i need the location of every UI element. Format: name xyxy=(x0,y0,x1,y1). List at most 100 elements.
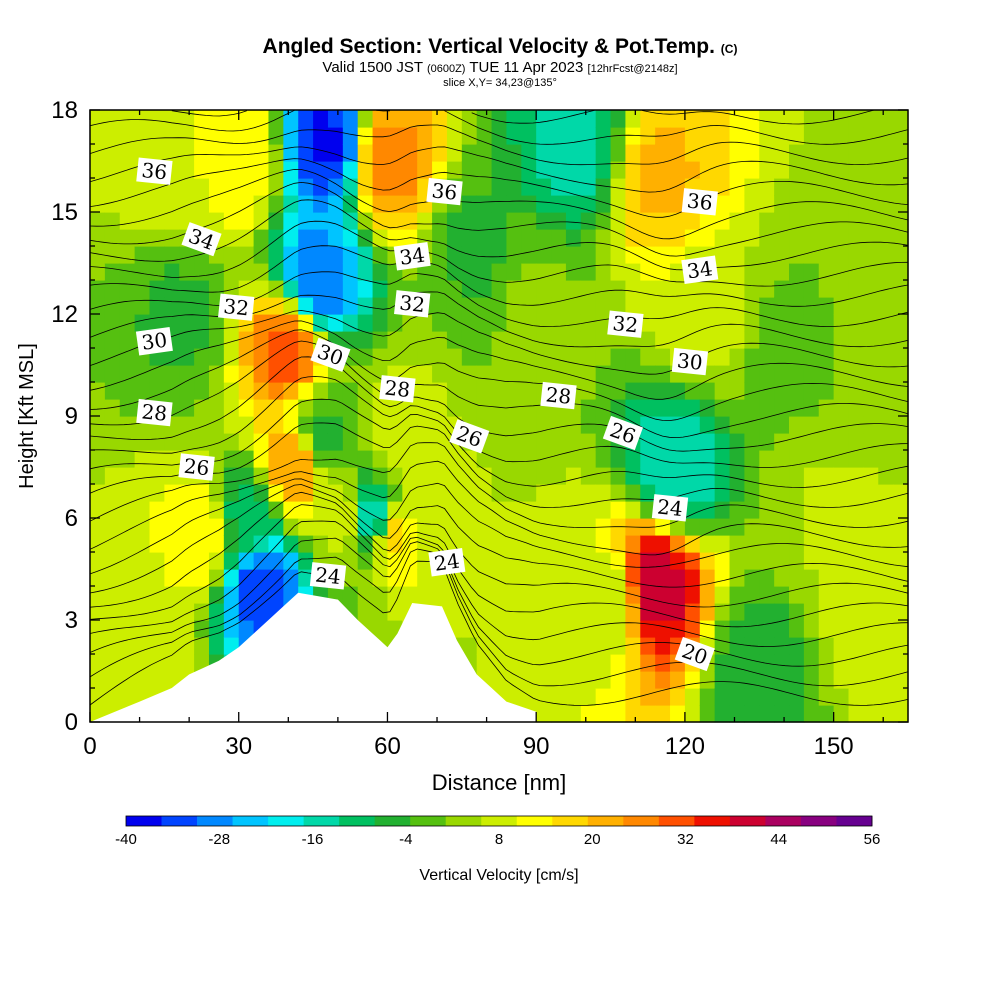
field-cell xyxy=(417,569,433,587)
field-cell xyxy=(580,705,597,723)
field-cell xyxy=(283,263,299,281)
field-cell xyxy=(327,297,344,315)
isentrope-line xyxy=(89,245,909,307)
field-cell xyxy=(90,416,106,434)
field-cell xyxy=(893,416,909,434)
field-cell xyxy=(223,365,240,383)
field-cell xyxy=(610,620,627,638)
field-cell xyxy=(789,178,805,196)
field-cell xyxy=(313,450,329,468)
field-cell xyxy=(744,552,760,570)
field-cell xyxy=(268,144,284,162)
field-cell xyxy=(164,467,180,485)
field-cell xyxy=(253,161,270,179)
field-cell xyxy=(491,246,508,264)
field-cell xyxy=(878,144,894,162)
field-cell xyxy=(357,144,374,162)
field-cell xyxy=(491,671,508,689)
field-cell xyxy=(164,229,180,247)
field-cell xyxy=(417,348,433,366)
field-cell xyxy=(789,365,805,383)
field-cell xyxy=(372,433,389,451)
field-cell xyxy=(90,263,106,281)
field-cell xyxy=(789,263,805,281)
field-cell xyxy=(402,127,418,145)
field-cell xyxy=(342,518,359,536)
field-cell xyxy=(759,144,775,162)
field-cell xyxy=(714,416,731,434)
field-cell xyxy=(744,433,760,451)
colorbar-swatch xyxy=(374,816,411,826)
field-cell xyxy=(655,620,671,638)
field-cell xyxy=(238,501,255,519)
field-cell xyxy=(670,569,686,587)
field-cell xyxy=(536,569,552,587)
field-cell xyxy=(670,144,686,162)
field-cell xyxy=(476,569,493,587)
field-cell xyxy=(729,212,745,230)
field-cell xyxy=(223,195,240,213)
field-cell xyxy=(640,331,656,349)
field-cell xyxy=(104,518,121,536)
field-cell xyxy=(238,467,255,485)
field-cell xyxy=(818,450,835,468)
field-cell xyxy=(283,127,299,145)
field-cell xyxy=(729,433,745,451)
field-cell xyxy=(372,314,389,332)
field-cell xyxy=(104,603,121,621)
field-cell xyxy=(104,365,121,383)
field-cell xyxy=(655,671,671,689)
field-cell xyxy=(818,229,835,247)
field-cell xyxy=(625,467,641,485)
field-cell xyxy=(90,297,106,315)
field-cell xyxy=(863,569,879,587)
field-cell xyxy=(536,467,552,485)
field-cell xyxy=(104,569,121,587)
field-cell xyxy=(803,450,820,468)
field-cell xyxy=(640,178,656,196)
field-cell xyxy=(699,382,716,400)
field-cell xyxy=(417,433,433,451)
field-cell xyxy=(640,348,656,366)
field-cell xyxy=(491,348,508,366)
field-cell xyxy=(506,314,522,332)
field-cell xyxy=(179,433,195,451)
field-cell xyxy=(551,501,567,519)
field-cell xyxy=(565,450,582,468)
field-cell xyxy=(774,399,790,417)
field-cell xyxy=(640,620,656,638)
field-cell xyxy=(313,365,329,383)
field-cell xyxy=(476,654,493,672)
slice-info: slice X,Y= 34,23@135° xyxy=(443,77,557,89)
field-cell xyxy=(149,552,165,570)
field-cell xyxy=(848,671,864,689)
field-cell xyxy=(744,314,760,332)
field-cell xyxy=(610,688,627,706)
field-cell xyxy=(759,399,775,417)
field-cell xyxy=(789,688,805,706)
field-cell xyxy=(342,399,359,417)
field-cell xyxy=(387,331,403,349)
field-cell xyxy=(610,178,627,196)
field-cell xyxy=(610,399,627,417)
field-cell xyxy=(699,552,716,570)
field-cell xyxy=(432,161,448,179)
field-cell xyxy=(372,416,389,434)
field-cell xyxy=(491,178,508,196)
isentrope-line xyxy=(89,460,909,556)
field-cell xyxy=(327,314,344,332)
field-cell xyxy=(357,365,374,383)
isentrope-line xyxy=(89,168,909,240)
field-cell xyxy=(893,569,909,587)
field-cell xyxy=(372,450,389,468)
field-cell xyxy=(104,314,121,332)
field-cell xyxy=(134,501,151,519)
field-cell xyxy=(640,195,656,213)
field-cell xyxy=(714,178,731,196)
field-cell xyxy=(670,688,686,706)
field-cell xyxy=(402,195,418,213)
field-cell xyxy=(164,382,180,400)
field-cell xyxy=(491,399,508,417)
field-cell xyxy=(625,127,641,145)
field-cell xyxy=(714,110,731,128)
